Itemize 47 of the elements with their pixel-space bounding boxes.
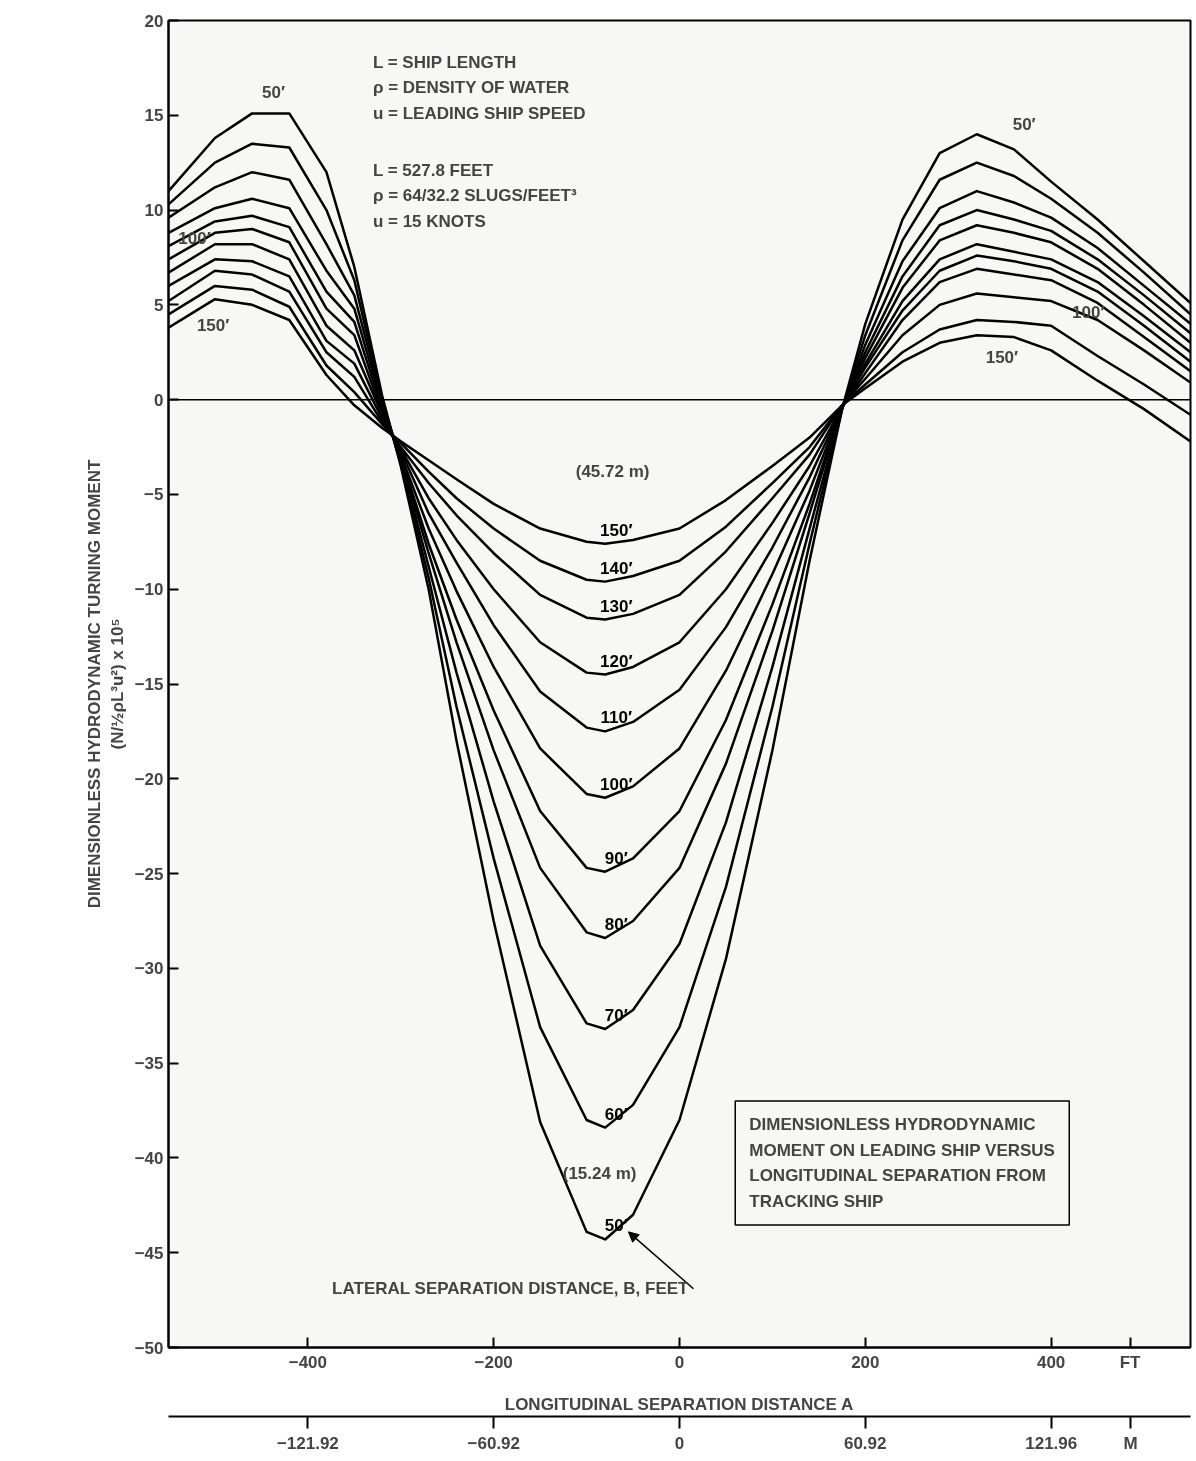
x-tick-label: −400 xyxy=(288,1352,328,1372)
y-axis-title: DIMENSIONLESS HYDRODYNAMIC TURNING MOMENT (N/½ρL³u²) x 10⁵ xyxy=(84,459,127,909)
y-tick-label: 20 xyxy=(144,11,164,31)
series-label: 120′ xyxy=(600,651,633,671)
x2-tick-label: 60.92 xyxy=(843,1433,887,1453)
x-tick-label: FT xyxy=(1119,1352,1142,1372)
y-tick-label: −30 xyxy=(134,959,164,979)
y-tick-label: −20 xyxy=(134,769,164,789)
annotation: (45.72 m) xyxy=(575,462,650,482)
y-tick-label: −40 xyxy=(134,1148,164,1168)
annotation: LATERAL SEPARATION DISTANCE, B, FEET xyxy=(332,1279,690,1299)
x2-tick-label: −121.92 xyxy=(276,1433,339,1453)
annotation: L = SHIP LENGTH ρ = DENSITY OF WATER u = LEADING SHIP SPEED xyxy=(372,52,586,124)
annotation: L = 527.8 FEET ρ = 64/32.2 SLUGS/FEET³ u = 15 KNOTS xyxy=(372,160,577,232)
annotation: (15.24 m) xyxy=(562,1163,637,1183)
series-label: 90′ xyxy=(604,848,628,868)
series-label: 130′ xyxy=(600,596,633,616)
annotation: 50′ xyxy=(1012,115,1036,135)
x-axis-title: LONGITUDINAL SEPARATION DISTANCE A xyxy=(504,1394,854,1414)
y-tick-label: −45 xyxy=(134,1243,164,1263)
annotation: 50′ xyxy=(261,83,285,103)
x-tick-label: 400 xyxy=(1036,1352,1066,1372)
series-label: 150′ xyxy=(600,520,633,540)
x-tick-label: 0 xyxy=(674,1352,685,1372)
annotation: 150′ xyxy=(985,348,1019,368)
y-tick-label: 0 xyxy=(154,390,164,410)
series-label: 140′ xyxy=(600,558,633,578)
annotation: DIMENSIONLESS HYDRODYNAMIC MOMENT ON LEADING SHIP VERSUS LONGITUDINAL SEPARATION FROM TRACKING SHIP xyxy=(749,1115,1055,1212)
y-tick-label: −25 xyxy=(134,864,164,884)
series-label: 100′ xyxy=(600,774,633,794)
y-tick-label: −10 xyxy=(134,580,164,600)
y-tick-label: 5 xyxy=(154,295,164,315)
y-tick-label: −50 xyxy=(134,1338,164,1358)
y-tick-label: 10 xyxy=(144,201,164,221)
x2-tick-label: M xyxy=(1123,1433,1138,1453)
series-label: 80′ xyxy=(604,915,628,935)
x2-tick-label: 0 xyxy=(674,1433,685,1453)
x-tick-label: −200 xyxy=(474,1352,513,1372)
series-label: 110′ xyxy=(600,708,633,728)
y-tick-label: −15 xyxy=(134,675,164,694)
annotation: 150′ xyxy=(196,316,230,336)
x2-tick-label: −60.92 xyxy=(467,1433,521,1453)
y-tick-label: −5 xyxy=(144,485,164,505)
x2-tick-label: 121.96 xyxy=(1025,1433,1078,1453)
x-tick-label: 200 xyxy=(851,1352,880,1372)
y-tick-label: −35 xyxy=(134,1054,164,1074)
y-tick-label: 15 xyxy=(144,106,164,126)
